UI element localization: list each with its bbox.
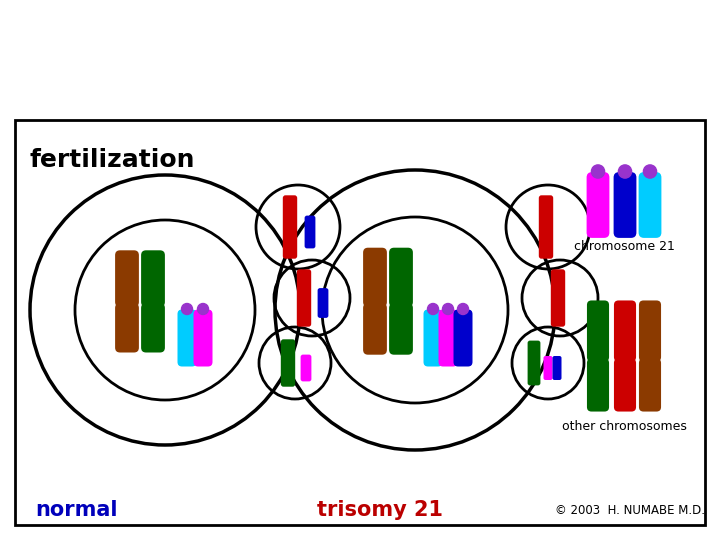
FancyBboxPatch shape [539, 195, 553, 259]
Circle shape [457, 303, 469, 314]
FancyBboxPatch shape [318, 288, 328, 318]
Text: fertilization: fertilization [30, 148, 196, 172]
FancyBboxPatch shape [639, 172, 662, 238]
Circle shape [197, 303, 209, 314]
FancyBboxPatch shape [613, 172, 636, 238]
FancyBboxPatch shape [297, 269, 311, 327]
Text: © 2003  H. NUMABE M.D.: © 2003 H. NUMABE M.D. [555, 503, 705, 516]
FancyBboxPatch shape [305, 215, 315, 248]
FancyBboxPatch shape [639, 300, 661, 362]
FancyBboxPatch shape [528, 341, 541, 386]
FancyBboxPatch shape [587, 359, 609, 411]
Bar [15, 120, 705, 525]
FancyBboxPatch shape [281, 339, 295, 387]
FancyBboxPatch shape [454, 309, 472, 367]
FancyBboxPatch shape [115, 251, 139, 307]
FancyBboxPatch shape [587, 300, 609, 362]
FancyBboxPatch shape [438, 309, 457, 367]
Text: chromosome 21: chromosome 21 [574, 240, 675, 253]
FancyBboxPatch shape [301, 355, 312, 381]
Circle shape [181, 303, 192, 314]
FancyBboxPatch shape [639, 359, 661, 411]
Circle shape [618, 165, 631, 178]
FancyBboxPatch shape [587, 172, 609, 238]
FancyBboxPatch shape [178, 309, 197, 367]
FancyBboxPatch shape [141, 303, 165, 353]
FancyBboxPatch shape [423, 309, 443, 367]
Circle shape [644, 165, 657, 178]
FancyBboxPatch shape [363, 248, 387, 307]
Circle shape [443, 303, 454, 314]
Circle shape [428, 303, 438, 314]
FancyBboxPatch shape [389, 303, 413, 355]
Text: normal: normal [35, 500, 117, 520]
FancyBboxPatch shape [552, 356, 562, 380]
FancyBboxPatch shape [544, 356, 552, 380]
FancyBboxPatch shape [194, 309, 212, 367]
FancyBboxPatch shape [614, 359, 636, 411]
FancyBboxPatch shape [141, 251, 165, 307]
FancyBboxPatch shape [614, 300, 636, 362]
FancyBboxPatch shape [363, 303, 387, 355]
FancyBboxPatch shape [389, 248, 413, 307]
Circle shape [591, 165, 605, 178]
FancyBboxPatch shape [283, 195, 297, 259]
FancyBboxPatch shape [551, 269, 565, 327]
Text: trisomy 21: trisomy 21 [317, 500, 443, 520]
Text: other chromosomes: other chromosomes [562, 420, 686, 433]
FancyBboxPatch shape [115, 303, 139, 353]
